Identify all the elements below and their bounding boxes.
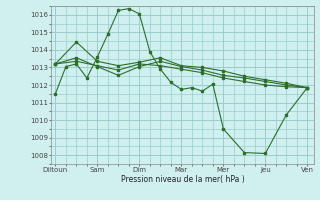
X-axis label: Pression niveau de la mer( hPa ): Pression niveau de la mer( hPa )	[121, 175, 244, 184]
